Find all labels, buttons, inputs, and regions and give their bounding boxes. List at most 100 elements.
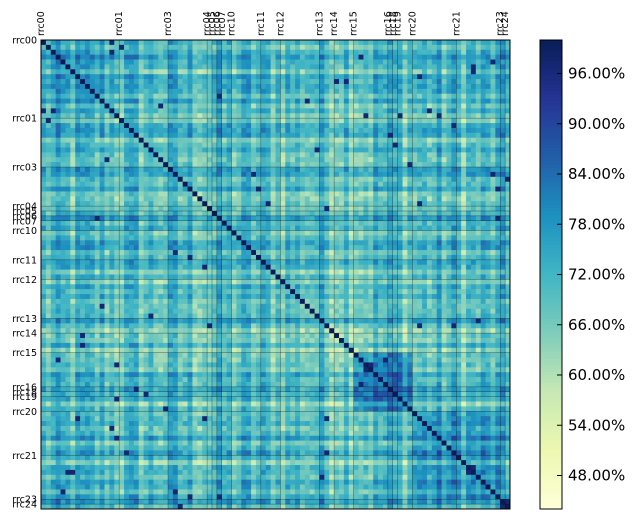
heatmap-cell <box>426 245 433 251</box>
heatmap-cell <box>80 289 86 295</box>
heatmap-cell <box>480 49 486 56</box>
heatmap-cell <box>309 181 315 187</box>
heatmap-cell <box>114 225 120 231</box>
heatmap-cell <box>480 123 486 129</box>
heatmap-cell <box>65 83 71 90</box>
heatmap-cell <box>138 83 144 90</box>
heatmap-cell <box>104 210 110 217</box>
heatmap-cell <box>329 54 335 60</box>
heatmap-cell <box>451 259 457 266</box>
heatmap-cell <box>133 93 140 100</box>
heatmap-cell <box>246 74 252 80</box>
heatmap-cell <box>480 181 486 187</box>
heatmap-cell <box>187 196 193 202</box>
heatmap-cell <box>436 44 443 51</box>
heatmap-cell <box>505 264 511 271</box>
heatmap-cell <box>104 152 110 158</box>
heatmap-cell <box>148 69 154 75</box>
heatmap-cell <box>456 215 462 222</box>
heatmap-cell <box>138 284 144 290</box>
heatmap-cell <box>192 181 198 187</box>
heatmap-cell <box>373 103 379 109</box>
heatmap-cell <box>339 54 345 60</box>
heatmap-cell <box>500 264 506 271</box>
heatmap-cell <box>397 186 403 192</box>
heatmap-cell <box>124 49 130 56</box>
heatmap-cell <box>495 93 501 100</box>
heatmap-cell <box>299 274 306 280</box>
heatmap-cell <box>138 220 144 227</box>
heatmap-cell <box>485 206 491 212</box>
heatmap-cell <box>138 132 144 139</box>
heatmap-cell <box>172 279 179 285</box>
heatmap-cell <box>387 206 394 212</box>
heatmap-cell <box>99 132 105 139</box>
heatmap-cell <box>163 44 169 51</box>
heatmap-cell <box>436 132 443 139</box>
heatmap-cell <box>324 147 330 153</box>
heatmap-cell <box>495 142 501 148</box>
heatmap-cell <box>128 225 135 231</box>
heatmap-cell <box>324 240 330 246</box>
heatmap-cell <box>143 186 149 192</box>
heatmap-cell <box>295 254 301 261</box>
heatmap-cell <box>451 196 457 202</box>
heatmap-cell <box>163 245 169 251</box>
heatmap-cell <box>182 176 188 183</box>
heatmap-cell <box>290 264 296 271</box>
heatmap-cell <box>270 157 276 163</box>
heatmap-cell <box>290 142 296 148</box>
heatmap-cell <box>324 108 330 114</box>
heatmap-cell <box>158 191 164 197</box>
heatmap-cell <box>45 289 52 295</box>
heatmap-cell <box>89 250 96 256</box>
heatmap-cell <box>295 108 301 114</box>
heatmap-cell <box>70 259 76 266</box>
heatmap-cell <box>417 206 423 212</box>
heatmap-cell <box>168 206 174 212</box>
heatmap-cell <box>304 279 311 285</box>
heatmap-cell <box>353 201 359 207</box>
heatmap-cell <box>407 279 413 285</box>
heatmap-cell <box>343 196 350 202</box>
heatmap-cell <box>50 49 57 56</box>
heatmap-cell <box>485 142 491 148</box>
heatmap-cell <box>153 54 159 60</box>
heatmap-cell <box>99 269 105 275</box>
heatmap-cell <box>402 206 408 212</box>
heatmap-cell <box>231 215 237 222</box>
heatmap-cell <box>451 274 457 280</box>
heatmap-cell <box>251 284 257 290</box>
heatmap-cell <box>358 162 364 168</box>
heatmap-cell <box>295 284 301 290</box>
heatmap-cell <box>143 230 149 236</box>
heatmap-cell <box>495 108 501 114</box>
heatmap-cell <box>490 88 496 95</box>
heatmap-cell <box>187 142 193 148</box>
heatmap-cell <box>55 206 61 212</box>
heatmap-cell <box>280 69 286 75</box>
heatmap-cell <box>309 269 315 275</box>
heatmap-cell <box>202 132 208 139</box>
heatmap-cell <box>456 147 462 153</box>
heatmap-cell <box>168 103 174 109</box>
heatmap-cell <box>114 49 120 56</box>
heatmap-cell <box>75 274 81 280</box>
heatmap-cell <box>299 289 306 295</box>
heatmap-cell <box>55 186 61 192</box>
heatmap-cell <box>505 59 511 65</box>
heatmap-cell <box>299 59 306 65</box>
heatmap-cell <box>275 220 281 227</box>
heatmap-cell <box>168 108 174 114</box>
heatmap-cell <box>94 162 101 168</box>
heatmap-cell <box>314 137 320 143</box>
heatmap-cell <box>456 171 462 178</box>
heatmap-cell <box>319 40 325 46</box>
heatmap-cell <box>353 181 359 187</box>
heatmap-cell <box>211 137 218 143</box>
heatmap-cell <box>216 64 223 70</box>
heatmap-cell <box>202 103 208 109</box>
heatmap-cell <box>348 279 355 285</box>
heatmap-cell <box>485 171 491 178</box>
heatmap-cell <box>60 64 66 70</box>
